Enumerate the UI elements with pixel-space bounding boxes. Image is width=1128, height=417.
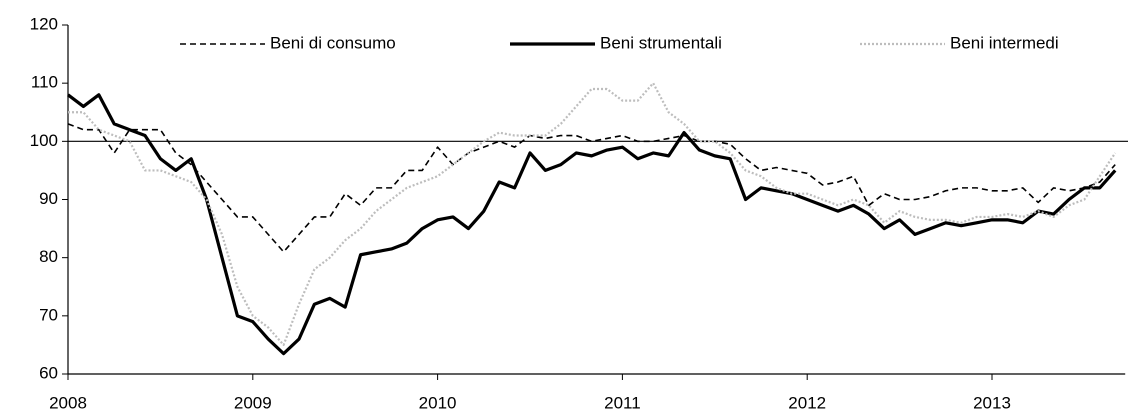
y-tick-label: 110 bbox=[31, 73, 58, 92]
x-tick-label: 2013 bbox=[973, 393, 1011, 412]
y-tick-label: 70 bbox=[39, 305, 58, 324]
x-tick-label: 2012 bbox=[788, 393, 826, 412]
x-tick-label: 2010 bbox=[419, 393, 457, 412]
series-line bbox=[68, 82, 1117, 347]
legend-label: Beni di consumo bbox=[270, 33, 396, 52]
legend-label: Beni intermedi bbox=[950, 33, 1059, 52]
y-tick-label: 60 bbox=[39, 363, 58, 382]
x-tick-label: 2011 bbox=[604, 393, 641, 412]
x-tick-label: 2008 bbox=[49, 393, 87, 412]
series-line bbox=[67, 123, 1116, 253]
y-tick-label: 100 bbox=[30, 131, 58, 150]
y-tick-label: 80 bbox=[39, 247, 58, 266]
y-tick-label: 120 bbox=[30, 14, 58, 33]
series-line bbox=[67, 93, 1117, 356]
y-tick-label: 90 bbox=[39, 189, 58, 208]
legend-label: Beni strumentali bbox=[600, 33, 722, 52]
x-tick-label: 2009 bbox=[234, 393, 272, 412]
